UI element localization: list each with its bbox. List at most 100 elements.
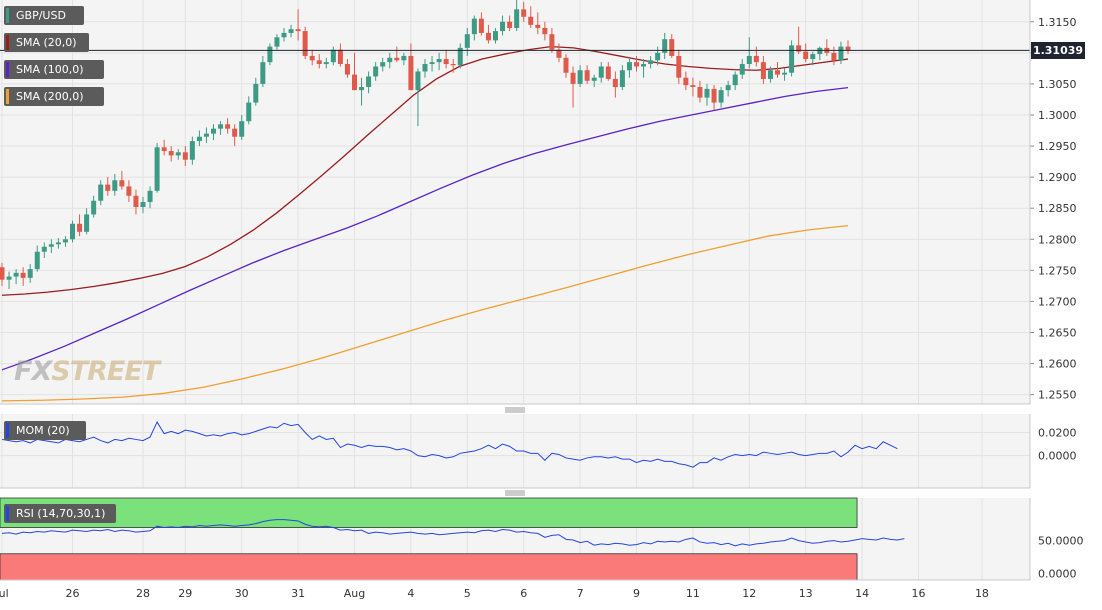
legend-sma-100[interactable]: SMA (100,0) <box>4 60 104 79</box>
candle-body <box>507 21 513 28</box>
candle-body <box>598 66 604 78</box>
y-tick-label: 1.2750 <box>1038 264 1077 277</box>
x-tick-label: 12 <box>742 587 756 600</box>
candle-body <box>260 62 266 84</box>
legend-swatch-gbpusd <box>6 8 9 23</box>
y-tick-label: 1.3150 <box>1038 16 1077 29</box>
candle-body <box>577 70 583 84</box>
candle-body <box>267 46 273 63</box>
candle-body <box>316 60 322 65</box>
candle-body <box>246 102 252 122</box>
candle-body <box>211 128 216 134</box>
candle-body <box>239 121 245 137</box>
candle-body <box>746 55 752 65</box>
candle-body <box>641 64 647 67</box>
candle-body <box>810 54 816 60</box>
legend-label-sma-20: SMA (20,0) <box>16 36 77 49</box>
main-plot-area[interactable] <box>0 0 1030 404</box>
candle-body <box>225 124 231 129</box>
candle-body <box>514 9 520 28</box>
legend-swatch-sma-20 <box>6 35 9 50</box>
candle-body <box>119 180 125 187</box>
y-tick-label: 1.2850 <box>1038 202 1077 215</box>
candle-body <box>330 49 336 63</box>
x-tick-label: Aug <box>344 587 365 600</box>
legend-label-mom: MOM (20) <box>16 424 70 437</box>
candle-body <box>803 51 809 60</box>
x-tick-label: 14 <box>855 587 869 600</box>
candle-body <box>302 31 308 56</box>
candle-body <box>464 34 470 48</box>
legend-sma-20[interactable]: SMA (20,0) <box>4 33 89 52</box>
candle-body <box>373 66 379 77</box>
candle-body <box>182 152 188 160</box>
x-tick-label: 28 <box>136 587 150 600</box>
candle-body <box>323 62 329 65</box>
candle-body <box>796 45 802 52</box>
candle-body <box>838 46 844 61</box>
sma-200-line <box>1 224 849 402</box>
candle-body <box>55 242 61 245</box>
legend-mom[interactable]: MOM (20) <box>4 421 86 440</box>
x-tick-label: 18 <box>975 587 989 600</box>
candle-body <box>605 66 611 79</box>
candle-body <box>34 251 40 270</box>
legend-label-sma-200: SMA (200,0) <box>16 90 84 103</box>
candle-body <box>295 29 301 32</box>
x-tick-label: 16 <box>912 587 926 600</box>
x-tick-label: Jul <box>0 587 9 600</box>
candle-body <box>662 39 668 53</box>
fxstreet-watermark-logo: FXSTREET <box>14 356 160 387</box>
sma-100-line <box>1 86 849 371</box>
rsi-line <box>1 519 905 547</box>
candle-body <box>415 71 421 91</box>
candle-body <box>84 214 90 232</box>
mom-y-tick-label: 0.0000 <box>1038 450 1077 463</box>
candle-body <box>450 64 456 66</box>
candle-body <box>147 190 153 202</box>
x-tick-label: 29 <box>178 587 192 600</box>
rsi-series-line <box>1 519 905 547</box>
candle-body <box>288 29 294 33</box>
legend-gbpusd[interactable]: GBP/USD <box>4 6 84 25</box>
x-tick-label: 6 <box>520 587 527 600</box>
candle-body <box>112 180 118 191</box>
candle-body <box>767 70 773 79</box>
candle-body <box>612 78 618 88</box>
legend-swatch-rsi <box>6 506 9 521</box>
candle-body <box>401 55 407 61</box>
candle-body <box>133 195 139 207</box>
mom-plot-area[interactable] <box>0 414 1030 488</box>
x-tick-label: 4 <box>407 587 414 600</box>
current-price-tag: 1.31039 <box>1031 42 1085 60</box>
candle-body <box>704 88 710 98</box>
x-tick-label: 11 <box>686 587 700 600</box>
mom-series-line <box>1 421 898 468</box>
pane-splitter-2[interactable] <box>505 490 525 496</box>
candle-body <box>140 202 146 207</box>
legend-swatch-mom <box>6 423 9 438</box>
x-tick-label: 31 <box>291 587 305 600</box>
candle-body <box>648 60 654 65</box>
candle-body <box>20 272 26 278</box>
legend-rsi[interactable]: RSI (14,70,30,1) <box>4 504 116 523</box>
candle-body <box>41 246 47 252</box>
candle-body <box>683 77 689 86</box>
candle-body <box>732 74 738 86</box>
candle-body <box>471 18 477 35</box>
candle-body <box>478 18 484 33</box>
candle-body <box>789 45 795 73</box>
candle-body <box>161 147 167 152</box>
legend-label-sma-100: SMA (100,0) <box>16 63 84 76</box>
candle-body <box>344 64 350 75</box>
candle-body <box>690 85 696 88</box>
candle-body <box>196 136 202 142</box>
pane-splitter-1[interactable] <box>505 407 525 413</box>
candle-body <box>457 47 463 66</box>
candle-body <box>521 9 527 17</box>
legend-sma-200[interactable]: SMA (200,0) <box>4 87 104 106</box>
mom-line <box>1 421 898 468</box>
candles <box>0 0 851 290</box>
candle-body <box>542 27 548 35</box>
